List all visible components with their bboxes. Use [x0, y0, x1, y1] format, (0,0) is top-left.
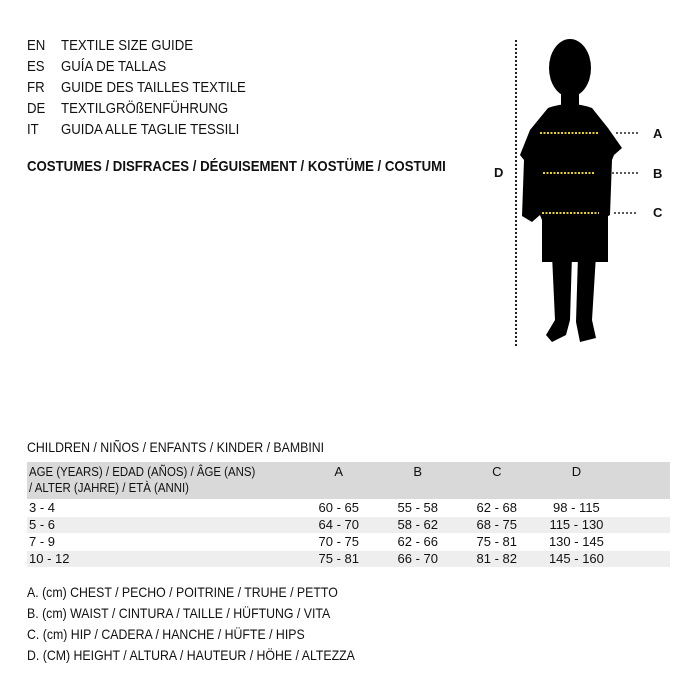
lang-code: IT — [27, 121, 39, 138]
cell-a: 64 - 70 — [299, 516, 379, 534]
title-fr: FR GUIDE DES TAILLES TEXTILE — [27, 77, 327, 98]
cell-d: 130 - 145 — [536, 533, 617, 551]
table-row: 5 - 6 64 - 70 58 - 62 68 - 75 115 - 130 — [27, 516, 670, 534]
cell-d: 115 - 130 — [536, 516, 617, 534]
cell-age: 3 - 4 — [27, 499, 300, 517]
cell-b: 66 - 70 — [378, 550, 458, 567]
cell-age: 10 - 12 — [27, 550, 300, 567]
header-b: B — [378, 462, 458, 500]
category-text: COSTUMES / DISFRACES / DÉGUISEMENT / KOS… — [27, 158, 446, 175]
header-age: AGE (YEARS) / EDAD (AÑOS) / ÂGE (ANS) / … — [27, 462, 300, 500]
label-d: D — [494, 165, 504, 180]
cell-c: 81 - 82 — [457, 550, 537, 567]
legend-c: C. (cm) HIP / CADERA / HANCHE / HÜFTE / … — [27, 626, 305, 642]
label-a: A — [653, 126, 663, 141]
title-text: GUIDA ALLE TAGLIE TESSILI — [61, 121, 240, 138]
lang-code: EN — [27, 37, 46, 54]
cell-d: 98 - 115 — [536, 499, 617, 517]
header-c: C — [457, 462, 537, 500]
title-text: GUIDE DES TAILLES TEXTILE — [61, 79, 246, 96]
table-caption-text: CHILDREN / NIÑOS / ENFANTS / KINDER / BA… — [27, 439, 325, 455]
label-c: C — [653, 205, 663, 220]
cell-age: 7 - 9 — [27, 533, 300, 551]
title-it: IT GUIDA ALLE TAGLIE TESSILI — [27, 119, 327, 140]
cell-b: 62 - 66 — [378, 533, 458, 551]
table-header-row: AGE (YEARS) / EDAD (AÑOS) / ÂGE (ANS) / … — [27, 462, 670, 500]
category-heading: COSTUMES / DISFRACES / DÉGUISEMENT / KOS… — [27, 158, 503, 175]
cell-d: 145 - 160 — [536, 550, 617, 567]
table-row: 7 - 9 70 - 75 62 - 66 75 - 81 130 - 145 — [27, 533, 670, 551]
title-en: EN TEXTILE SIZE GUIDE — [27, 35, 327, 56]
cell-c: 62 - 68 — [457, 499, 537, 517]
cell-a: 70 - 75 — [299, 533, 379, 551]
legend-b: B. (cm) WAIST / CINTURA / TAILLE / HÜFTU… — [27, 605, 331, 621]
title-text: GUÍA DE TALLAS — [61, 58, 167, 75]
cell-c: 68 - 75 — [457, 516, 537, 534]
title-text: TEXTILGRÖßENFÜHRUNG — [61, 100, 229, 117]
header-a: A — [299, 462, 379, 500]
title-text: TEXTILE SIZE GUIDE — [61, 37, 194, 54]
lang-code: ES — [27, 58, 45, 75]
size-table: AGE (YEARS) / EDAD (AÑOS) / ÂGE (ANS) / … — [27, 462, 670, 567]
cell-age: 5 - 6 — [27, 516, 300, 534]
title-list: EN TEXTILE SIZE GUIDE ES GUÍA DE TALLAS FR… — [27, 35, 327, 145]
table-caption: CHILDREN / NIÑOS / ENFANTS / KINDER / BA… — [27, 439, 365, 455]
title-de: DE TEXTILGRÖßENFÜHRUNG — [27, 98, 327, 119]
legend-a: A. (cm) CHEST / PECHO / POITRINE / TRUHE… — [27, 584, 338, 600]
lang-code: DE — [27, 100, 46, 117]
cell-b: 55 - 58 — [378, 499, 458, 517]
cell-a: 60 - 65 — [299, 499, 379, 517]
child-silhouette-figure — [515, 39, 638, 346]
label-b: B — [653, 166, 663, 181]
table-row: 10 - 12 75 - 81 66 - 70 81 - 82 145 - 16… — [27, 550, 670, 567]
legend-d: D. (CM) HEIGHT / ALTURA / HAUTEUR / HÖHE… — [27, 647, 355, 663]
cell-c: 75 - 81 — [457, 533, 537, 551]
cell-a: 75 - 81 — [299, 550, 379, 567]
header-d: D — [536, 462, 617, 500]
child-silhouette — [520, 39, 622, 342]
cell-b: 58 - 62 — [378, 516, 458, 534]
lang-code: FR — [27, 79, 45, 96]
title-es: ES GUÍA DE TALLAS — [27, 56, 327, 77]
table-row: 3 - 4 60 - 65 55 - 58 62 - 68 98 - 115 — [27, 499, 670, 517]
